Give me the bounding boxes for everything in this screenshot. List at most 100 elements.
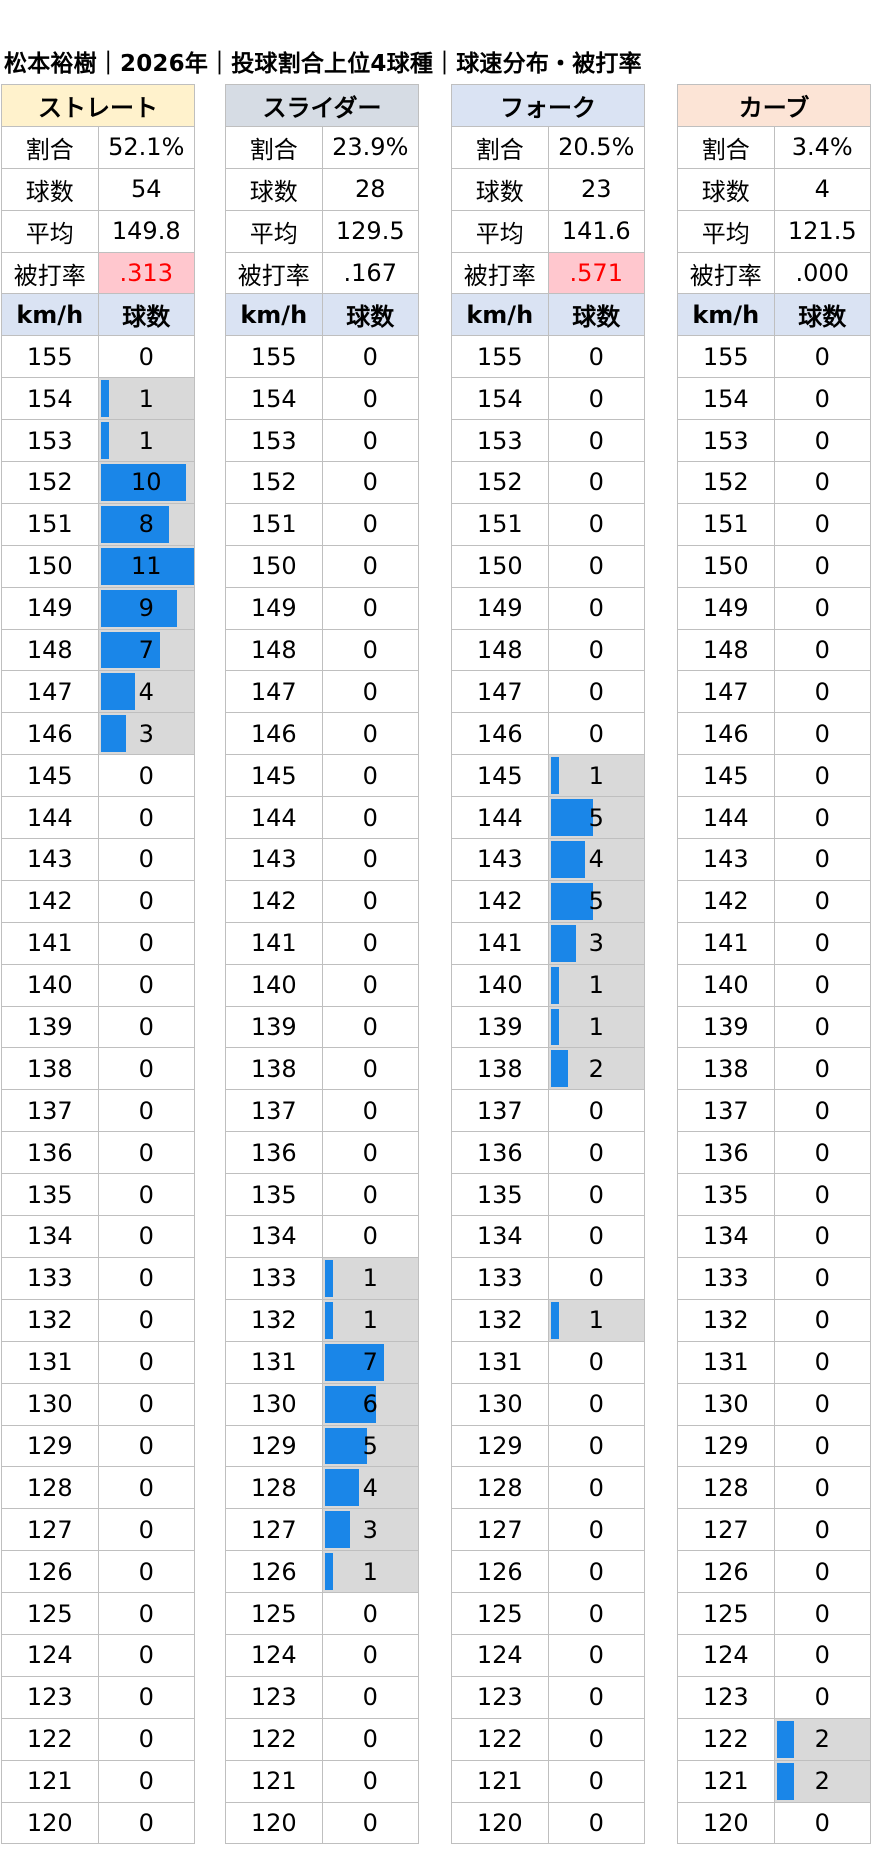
count-data-label: 1 — [362, 1306, 378, 1335]
speed-tick-label: 123 — [677, 1675, 775, 1719]
speed-row: 149 0 — [677, 586, 871, 630]
stat-label: 割合 — [1, 125, 99, 169]
count-cell: 0 — [321, 754, 419, 798]
speed-row: 146 0 — [451, 712, 645, 756]
count-data-label: 0 — [362, 636, 378, 665]
speed-row: 128 0 — [1, 1466, 195, 1510]
speed-tick-label: 129 — [451, 1424, 549, 1468]
count-data-label: 2 — [588, 1054, 604, 1083]
speed-tick-label: 126 — [1, 1550, 99, 1594]
count-cell: 0 — [547, 461, 645, 504]
count-data-label: 0 — [588, 677, 604, 706]
speed-tick-label: 145 — [451, 754, 549, 798]
speed-tick-label: 121 — [451, 1759, 549, 1803]
count-data-label: 0 — [814, 510, 830, 539]
speed-tick-label: 147 — [225, 670, 323, 714]
speed-tick-label: 120 — [677, 1801, 775, 1845]
speed-tick-label: 125 — [225, 1592, 323, 1635]
count-data-label: 0 — [588, 1348, 604, 1377]
speed-tick-label: 126 — [451, 1550, 549, 1594]
speed-tick-label: 150 — [225, 544, 323, 588]
count-cell: 1 — [321, 1298, 419, 1342]
count-data-label: 5 — [588, 887, 604, 916]
speed-row: 135 0 — [677, 1173, 871, 1217]
speed-row: 126 1 — [225, 1550, 419, 1594]
count-bar — [550, 841, 585, 878]
count-cell: 3 — [547, 921, 645, 965]
count-bar — [100, 547, 194, 585]
count-cell: 0 — [547, 1424, 645, 1468]
speed-row: 144 0 — [677, 796, 871, 840]
count-data-label: 0 — [138, 1096, 154, 1125]
count-bar — [324, 1427, 368, 1465]
pitch-block-fork: フォーク 割合 20.5% 球数 23 平均 141.6 被打率 .571 km/h 球数 155 0 1… — [451, 84, 645, 1845]
count-data-label: 0 — [138, 1180, 154, 1209]
count-data-label: 0 — [588, 468, 604, 497]
speed-tick-label: 128 — [225, 1466, 323, 1510]
stat-label: 割合 — [225, 125, 323, 169]
count-cell: 0 — [773, 921, 871, 965]
count-bar — [550, 799, 594, 837]
speed-row: 154 1 — [1, 377, 195, 421]
count-cell: 1 — [321, 1550, 419, 1594]
count-value: 4 — [773, 167, 871, 211]
speed-tick-label: 150 — [451, 544, 549, 588]
count-data-label: 0 — [588, 1557, 604, 1586]
speed-tick-label: 141 — [225, 921, 323, 965]
speed-tick-label: 151 — [225, 502, 323, 546]
speed-row: 136 0 — [1, 1131, 195, 1175]
count-cell: 6 — [321, 1382, 419, 1426]
speed-tick-label: 155 — [225, 335, 323, 379]
count-cell: 1 — [97, 377, 195, 421]
count-data-label: 0 — [814, 1473, 830, 1502]
speed-tick-label: 122 — [677, 1717, 775, 1761]
count-data-label: 0 — [362, 1808, 378, 1837]
count-cell: 0 — [773, 1215, 871, 1258]
speed-tick-label: 142 — [225, 879, 323, 923]
count-data-label: 0 — [814, 384, 830, 413]
count-cell: 0 — [97, 921, 195, 965]
speed-row: 130 6 — [225, 1382, 419, 1426]
count-data-label: 0 — [588, 1431, 604, 1460]
count-cell: 0 — [321, 461, 419, 504]
speed-tick-label: 120 — [1, 1801, 99, 1845]
count-cell: 4 — [97, 670, 195, 714]
speed-row: 133 0 — [451, 1256, 645, 1300]
count-data-label: 0 — [138, 1515, 154, 1544]
speed-row: 153 0 — [677, 419, 871, 463]
speed-row: 142 0 — [677, 879, 871, 923]
speed-tick-label: 154 — [677, 377, 775, 421]
speed-row: 150 0 — [677, 544, 871, 588]
speed-tick-label: 123 — [451, 1675, 549, 1719]
speed-row: 146 3 — [1, 712, 195, 756]
count-data-label: 0 — [588, 1264, 604, 1293]
count-cell: 0 — [97, 1717, 195, 1761]
speed-tick-label: 138 — [225, 1047, 323, 1091]
stat-label: 平均 — [1, 209, 99, 253]
count-cell: 7 — [321, 1340, 419, 1384]
speed-row: 151 8 — [1, 502, 195, 546]
count-cell: 0 — [321, 502, 419, 546]
pitch-table: カーブ 割合 3.4% 球数 4 平均 121.5 被打率 .000 km/h 球数 155 0 154 0… — [677, 84, 871, 1845]
speed-tick-label: 150 — [677, 544, 775, 588]
count-data-label: 0 — [362, 1096, 378, 1125]
count-data-label: 0 — [588, 1096, 604, 1125]
speed-row: 120 0 — [1, 1801, 195, 1845]
count-cell: 0 — [773, 1801, 871, 1845]
speed-tick-label: 125 — [677, 1592, 775, 1635]
speed-row: 132 1 — [451, 1298, 645, 1342]
speed-tick-label: 136 — [225, 1131, 323, 1175]
count-cell: 0 — [773, 544, 871, 588]
count-data-label: 0 — [138, 1683, 154, 1712]
count-cell: 0 — [97, 754, 195, 798]
speed-tick-label: 145 — [1, 754, 99, 798]
speed-row: 136 0 — [451, 1131, 645, 1175]
count-data-label: 0 — [814, 1013, 830, 1042]
count-bar — [100, 589, 178, 627]
count-cell: 5 — [321, 1424, 419, 1468]
speed-tick-label: 124 — [451, 1633, 549, 1677]
speed-tick-label: 135 — [677, 1173, 775, 1217]
count-bar — [100, 505, 169, 543]
count-cell: 0 — [773, 1005, 871, 1049]
count-data-label: 0 — [362, 719, 378, 748]
